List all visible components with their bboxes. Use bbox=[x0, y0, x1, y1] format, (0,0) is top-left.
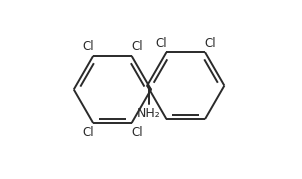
Text: Cl: Cl bbox=[155, 37, 167, 50]
Text: Cl: Cl bbox=[204, 37, 216, 50]
Text: Cl: Cl bbox=[131, 40, 143, 53]
Text: Cl: Cl bbox=[82, 126, 94, 139]
Text: NH₂: NH₂ bbox=[137, 107, 161, 120]
Text: Cl: Cl bbox=[82, 40, 94, 53]
Text: Cl: Cl bbox=[131, 126, 143, 139]
